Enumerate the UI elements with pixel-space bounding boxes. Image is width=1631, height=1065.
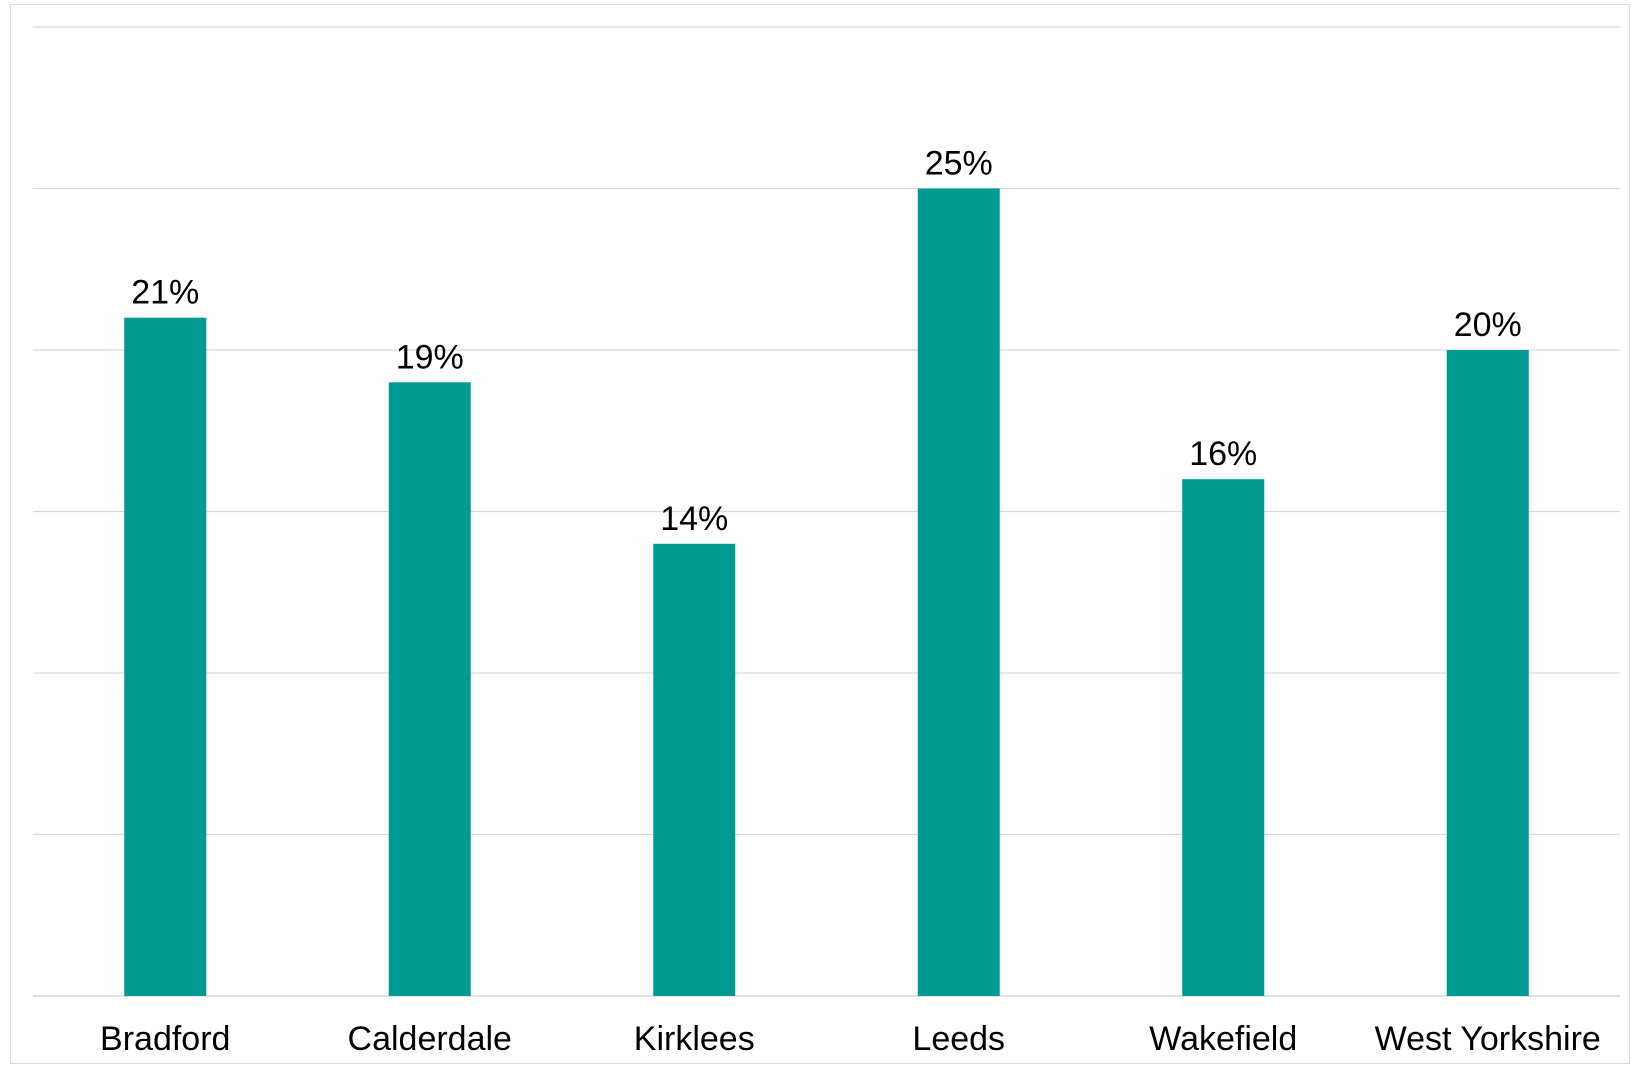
x-tick-label: Kirklees: [634, 1020, 755, 1058]
data-label: 20%: [1454, 306, 1522, 344]
bar-bradford: [124, 317, 207, 996]
bar-kirklees: [653, 543, 736, 996]
bar-wakefield: [1182, 479, 1265, 996]
data-labels: 21% 19% 14% 25% 16% 20%: [131, 145, 1522, 538]
bar-west-yorkshire: [1446, 350, 1529, 996]
x-tick-label: Bradford: [100, 1020, 230, 1058]
x-tick-label: West Yorkshire: [1375, 1020, 1601, 1058]
x-tick-label: Wakefield: [1149, 1020, 1297, 1058]
data-label: 21%: [131, 274, 199, 312]
x-tick-label: Calderdale: [348, 1020, 512, 1058]
bars: [124, 188, 1529, 996]
data-label: 14%: [660, 500, 728, 538]
bar-calderdale: [388, 382, 471, 996]
bar-leeds: [917, 188, 1000, 996]
data-label: 16%: [1189, 435, 1257, 473]
data-label: 19%: [396, 338, 464, 376]
data-label: 25%: [925, 145, 993, 183]
x-axis-tick-labels: Bradford Calderdale Kirklees Leeds Wakefield…: [100, 1020, 1601, 1058]
x-tick-label: Leeds: [912, 1020, 1005, 1058]
gridlines: [33, 26, 1620, 997]
chart-frame: [10, 4, 1630, 1064]
